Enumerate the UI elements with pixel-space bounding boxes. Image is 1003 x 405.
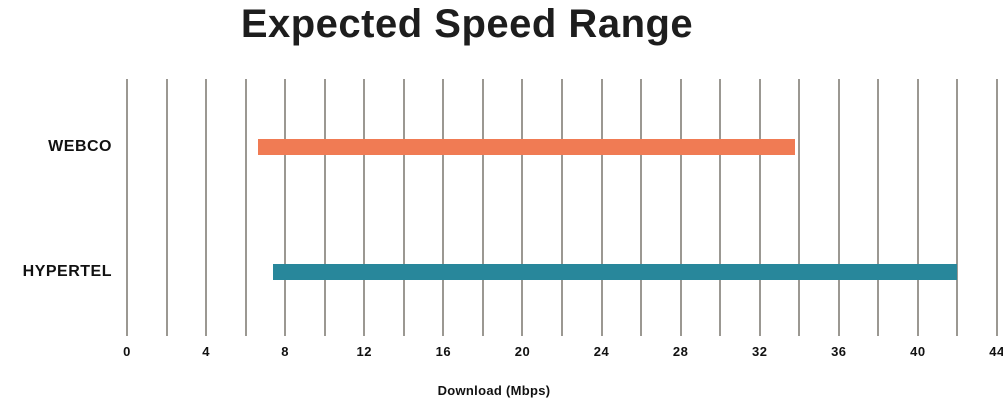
gridline <box>284 79 287 336</box>
gridline <box>442 79 445 336</box>
gridline <box>521 79 524 336</box>
chart-title: Expected Speed Range <box>240 2 694 46</box>
x-tick-label: 40 <box>910 344 926 359</box>
gridline <box>798 79 801 336</box>
gridline <box>126 79 128 336</box>
x-tick-label: 36 <box>831 344 847 359</box>
x-tick-label: 28 <box>672 344 689 359</box>
gridline <box>837 79 840 336</box>
gridline <box>205 79 208 336</box>
x-tick-label: 12 <box>356 344 372 359</box>
category-label-webco: WEBCO <box>48 138 112 156</box>
plot-area <box>126 79 998 336</box>
gridline <box>679 79 682 336</box>
gridline <box>719 79 722 336</box>
x-tick-label: 8 <box>281 344 290 359</box>
x-tick-label: 44 <box>989 344 1003 359</box>
range-bar-hypertel <box>273 264 958 281</box>
gridline <box>402 79 405 336</box>
gridline <box>640 79 643 336</box>
x-tick-label: 0 <box>123 344 131 359</box>
gridline <box>561 79 563 336</box>
x-tick-label: 20 <box>514 344 531 359</box>
x-tick-label: 16 <box>435 344 452 359</box>
gridline <box>165 79 168 336</box>
gridline <box>323 79 326 336</box>
gridline <box>363 79 366 336</box>
gridline <box>956 79 959 336</box>
x-axis-title: Download (Mbps) <box>437 383 551 398</box>
category-label-hypertel: HYPERTEL <box>22 263 112 281</box>
gridline <box>758 79 761 336</box>
x-tick-label: 4 <box>202 344 210 359</box>
range-bar-webco <box>257 139 796 156</box>
gridline <box>996 79 998 336</box>
gridline <box>600 79 603 336</box>
x-tick-label: 24 <box>593 344 610 359</box>
x-tick-label: 32 <box>751 344 768 359</box>
gridline <box>916 79 919 336</box>
gridline <box>877 79 880 336</box>
gridline <box>481 79 484 336</box>
gridline <box>244 79 247 336</box>
